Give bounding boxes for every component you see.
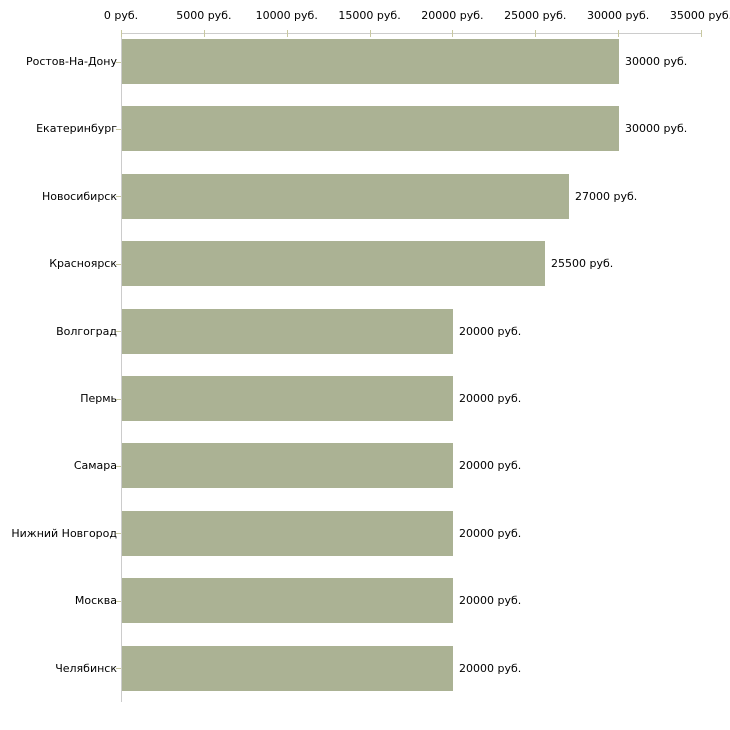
x-axis-tick: [452, 30, 454, 37]
x-axis-tick: [286, 30, 288, 37]
bar: [122, 308, 453, 354]
x-axis-tick-label: 0 руб.: [103, 9, 139, 22]
category-label: Пермь: [80, 392, 117, 405]
value-label: 20000 руб.: [459, 527, 522, 540]
bar: [122, 39, 619, 84]
x-axis-tick-label: 35000 руб.: [669, 9, 730, 22]
bar: [122, 645, 453, 691]
y-axis-tick: [116, 601, 121, 602]
category-label: Новосибирск: [41, 190, 117, 203]
x-axis-tick-label: 30000 руб.: [587, 9, 650, 22]
x-axis-tick-label: 20000 руб.: [421, 9, 484, 22]
x-axis-tick: [618, 30, 620, 37]
bar: [122, 241, 545, 287]
y-axis-tick: [116, 331, 121, 332]
category-label: Челябинск: [55, 662, 117, 675]
y-axis-tick: [116, 399, 121, 400]
value-label: 30000 руб.: [625, 122, 688, 135]
y-axis-tick: [116, 264, 121, 265]
y-axis-tick: [116, 196, 121, 197]
x-axis-tick: [535, 30, 537, 37]
y-axis-tick: [116, 466, 121, 467]
category-label: Волгоград: [56, 325, 117, 338]
category-label: Красноярск: [49, 257, 117, 270]
category-label: Екатеринбург: [36, 122, 117, 135]
x-axis-tick-label: 10000 руб.: [255, 9, 318, 22]
bar: [122, 376, 453, 421]
x-axis-tick-label: 25000 руб.: [504, 9, 567, 22]
y-axis-tick: [116, 668, 121, 669]
value-label: 25500 руб.: [551, 257, 614, 270]
x-axis-tick: [121, 30, 122, 37]
bar: [122, 443, 453, 489]
bar: [122, 106, 619, 152]
value-label: 20000 руб.: [459, 459, 522, 472]
x-axis-line: [121, 33, 701, 34]
value-label: 20000 руб.: [459, 662, 522, 675]
x-axis-tick-label: 5000 руб.: [176, 9, 232, 22]
bar: [122, 510, 453, 556]
bar: [122, 578, 453, 624]
x-axis-tick-label: 15000 руб.: [338, 9, 401, 22]
value-label: 20000 руб.: [459, 392, 522, 405]
x-axis-tick: [701, 30, 702, 37]
value-label: 27000 руб.: [575, 190, 638, 203]
category-label: Нижний Новгород: [11, 527, 117, 540]
value-label: 20000 руб.: [459, 594, 522, 607]
bar: [122, 173, 569, 219]
y-axis-tick: [116, 533, 121, 534]
category-label: Ростов-На-Дону: [25, 55, 117, 68]
x-axis-tick: [369, 30, 371, 37]
y-axis-line: [121, 33, 122, 702]
category-label: Самара: [73, 459, 117, 472]
y-axis-tick: [116, 129, 121, 130]
value-label: 20000 руб.: [459, 325, 522, 338]
category-label: Москва: [74, 594, 117, 607]
value-label: 30000 руб.: [625, 55, 688, 68]
x-axis-tick: [203, 30, 205, 37]
y-axis-tick: [116, 62, 121, 63]
